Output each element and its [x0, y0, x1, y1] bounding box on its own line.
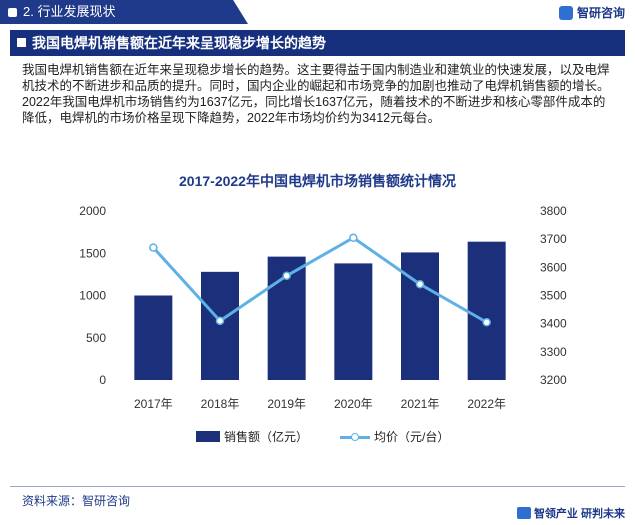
bullet-icon: [8, 8, 17, 17]
footer-logo-icon: [516, 507, 531, 519]
bar-series: [134, 241, 506, 380]
source-note: 资料来源：智研咨询: [22, 494, 131, 508]
price-line: [152, 236, 488, 324]
right-axis-ticks: 3200 3300 3400 3500 3600 3700 3800: [540, 204, 567, 387]
combo-chart: 0 500 1000 1500 2000 3200 3300 3400 3500 3600 370…: [79, 204, 567, 411]
brand-name: 智研咨询: [576, 6, 625, 20]
section-label-text: 2. 行业发展现状: [23, 4, 116, 19]
heading-text: 我国电焊机销售额在近年来呈现稳步增长的趋势: [32, 35, 326, 51]
heading-square-icon: [17, 38, 26, 47]
sales-bar: [334, 263, 373, 380]
price-point: [415, 279, 425, 289]
right-axis-tick-label: 3500: [540, 289, 567, 303]
body-paragraph: 我国电焊机销售额在近年来呈现稳步增长的趋势。这主要得益于国内制造业和建筑业的快速…: [22, 63, 610, 125]
price-point: [349, 233, 358, 243]
right-axis-tick-label: 3700: [540, 232, 567, 246]
x-axis-category-label: 2021年: [401, 397, 440, 411]
right-axis-tick-label: 3800: [540, 204, 567, 218]
left-axis-ticks: 0 500 1000 1500 2000: [79, 204, 106, 387]
section-heading: 我国电焊机销售额在近年来呈现稳步增长的趋势: [10, 30, 625, 56]
brand-logo: 智研咨询: [558, 4, 625, 21]
chart-legend: 销售额（亿元） 均价（元/台）: [0, 428, 635, 446]
price-point: [282, 271, 291, 281]
x-axis-labels: 2017年 2018年 2019年 2020年 2021年 2022年: [134, 397, 506, 411]
sales-bar: [401, 252, 439, 380]
legend-item-price: 均价（元/台）: [340, 428, 449, 445]
left-axis-tick-label: 500: [86, 331, 106, 345]
left-axis-tick-label: 0: [99, 373, 106, 387]
right-axis-tick-label: 3300: [540, 345, 567, 359]
right-axis-tick-label: 3400: [540, 317, 567, 331]
price-point: [482, 318, 491, 327]
footer-brand: 智领产业 研判未来: [516, 505, 625, 521]
legend-item-sales: 销售额（亿元）: [196, 428, 308, 445]
price-point: [215, 316, 225, 326]
x-axis-category-label: 2017年: [134, 397, 173, 411]
right-axis-tick-label: 3600: [540, 260, 567, 274]
left-axis-tick-label: 2000: [79, 204, 106, 218]
x-axis-category-label: 2020年: [334, 397, 373, 411]
line-series: [149, 233, 491, 327]
section-label: 2. 行业发展现状: [0, 0, 248, 24]
legend-label-sales: 销售额（亿元）: [224, 430, 309, 444]
footer-divider: [10, 486, 625, 487]
x-axis-category-label: 2019年: [267, 397, 306, 411]
brand-logo-icon: [558, 6, 573, 20]
price-point: [149, 243, 158, 252]
chart-title: 2017-2022年中国电焊机市场销售额统计情况: [179, 173, 456, 189]
legend-line-swatch: [340, 431, 370, 443]
right-axis-tick-label: 3200: [540, 373, 567, 387]
legend-label-price: 均价（元/台）: [374, 430, 450, 444]
left-axis-tick-label: 1500: [79, 246, 106, 260]
x-axis-category-label: 2022年: [467, 397, 506, 411]
sales-bar: [134, 295, 173, 380]
sales-bar: [467, 241, 506, 380]
footer-slogan: 智领产业 研判未来: [533, 508, 625, 520]
legend-bar-swatch: [196, 431, 220, 442]
sales-bar: [201, 271, 239, 380]
left-axis-tick-label: 1000: [79, 289, 106, 303]
x-axis-category-label: 2018年: [201, 397, 240, 411]
top-bar: 2. 行业发展现状 智研咨询: [0, 0, 635, 26]
